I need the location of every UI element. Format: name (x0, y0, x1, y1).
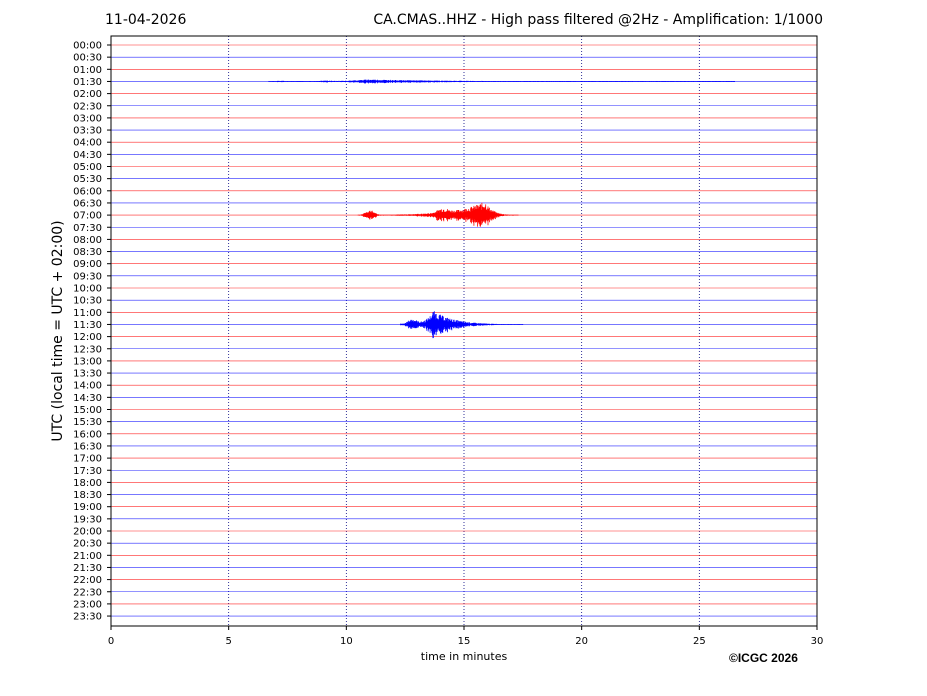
y-axis-label: UTC (local time = UTC + 02:00) (50, 220, 66, 441)
y-tick-label-19:00: 19:00 (73, 502, 102, 513)
y-tick-label-10:30: 10:30 (73, 296, 102, 307)
y-tick-label-13:00: 13:00 (73, 356, 102, 367)
x-tick-label-15: 15 (458, 636, 471, 647)
seismic-events (268, 79, 735, 339)
y-tick-label-21:30: 21:30 (73, 563, 102, 574)
y-tick-label-15:00: 15:00 (73, 405, 102, 416)
y-tick-label-23:30: 23:30 (73, 612, 102, 623)
y-tick-label-08:00: 08:00 (73, 235, 102, 246)
y-tick-label-06:00: 06:00 (73, 186, 102, 197)
y-tick-label-16:30: 16:30 (73, 441, 102, 452)
y-tick-label-08:30: 08:30 (73, 247, 102, 258)
date-label: 11-04-2026 (105, 12, 187, 28)
credit-label: ©ICGC 2026 (729, 651, 798, 665)
y-tick-label-07:00: 07:00 (73, 211, 102, 222)
y-tick-label-02:00: 02:00 (73, 89, 102, 100)
y-tick-label-16:00: 16:00 (73, 429, 102, 440)
y-tick-label-12:00: 12:00 (73, 332, 102, 343)
y-tick-label-03:00: 03:00 (73, 113, 102, 124)
x-tick-labels: 0 5 10 15 20 25 30 (108, 626, 824, 647)
y-tick-label-18:30: 18:30 (73, 490, 102, 501)
y-tick-label-05:00: 05:00 (73, 162, 102, 173)
y-tick-label-17:30: 17:30 (73, 466, 102, 477)
y-tick-label-05:30: 05:30 (73, 174, 102, 185)
event-0130-waveform (268, 79, 735, 84)
y-tick-label-19:30: 19:30 (73, 514, 102, 525)
y-tick-label-10:00: 10:00 (73, 284, 102, 295)
y-tick-label-04:30: 04:30 (73, 150, 102, 161)
y-tick-label-11:30: 11:30 (73, 320, 102, 331)
y-tick-label-17:00: 17:00 (73, 454, 102, 465)
y-tick-label-09:00: 09:00 (73, 259, 102, 270)
x-tick-label-5: 5 (225, 636, 231, 647)
y-tick-label-21:00: 21:00 (73, 551, 102, 562)
y-tick-label-23:00: 23:00 (73, 599, 102, 610)
y-tick-label-14:30: 14:30 (73, 393, 102, 404)
y-tick-label-04:00: 04:00 (73, 138, 102, 149)
y-tick-label-20:30: 20:30 (73, 539, 102, 550)
x-axis-label: time in minutes (421, 650, 508, 663)
y-tick-label-14:00: 14:00 (73, 381, 102, 392)
x-tick-label-10: 10 (340, 636, 353, 647)
y-tick-label-15:30: 15:30 (73, 417, 102, 428)
x-tick-label-0: 0 (108, 636, 114, 647)
event-0700-waveform (357, 202, 519, 227)
trace-lines (111, 44, 817, 617)
y-tick-label-00:30: 00:30 (73, 53, 102, 64)
y-tick-label-06:30: 06:30 (73, 198, 102, 209)
x-tick-label-25: 25 (693, 636, 706, 647)
y-tick-label-01:00: 01:00 (73, 65, 102, 76)
event-1130-waveform (400, 311, 524, 339)
y-tick-label-07:30: 07:30 (73, 223, 102, 234)
y-tick-label-13:30: 13:30 (73, 369, 102, 380)
y-tick-label-09:30: 09:30 (73, 271, 102, 282)
y-tick-label-11:00: 11:00 (73, 308, 102, 319)
chart-title: CA.CMAS..HHZ - High pass filtered @2Hz -… (373, 12, 823, 28)
y-tick-label-03:30: 03:30 (73, 126, 102, 137)
x-tick-label-20: 20 (575, 636, 588, 647)
y-tick-label-12:30: 12:30 (73, 344, 102, 355)
x-tick-label-30: 30 (811, 636, 824, 647)
y-tick-label-22:30: 22:30 (73, 587, 102, 598)
y-tick-label-20:00: 20:00 (73, 527, 102, 538)
grid-lines (228, 36, 700, 626)
y-tick-label-18:00: 18:00 (73, 478, 102, 489)
y-tick-label-22:00: 22:00 (73, 575, 102, 586)
y-tick-label-02:30: 02:30 (73, 101, 102, 112)
y-tick-label-01:30: 01:30 (73, 77, 102, 88)
y-tick-label-00:00: 00:00 (73, 41, 102, 52)
